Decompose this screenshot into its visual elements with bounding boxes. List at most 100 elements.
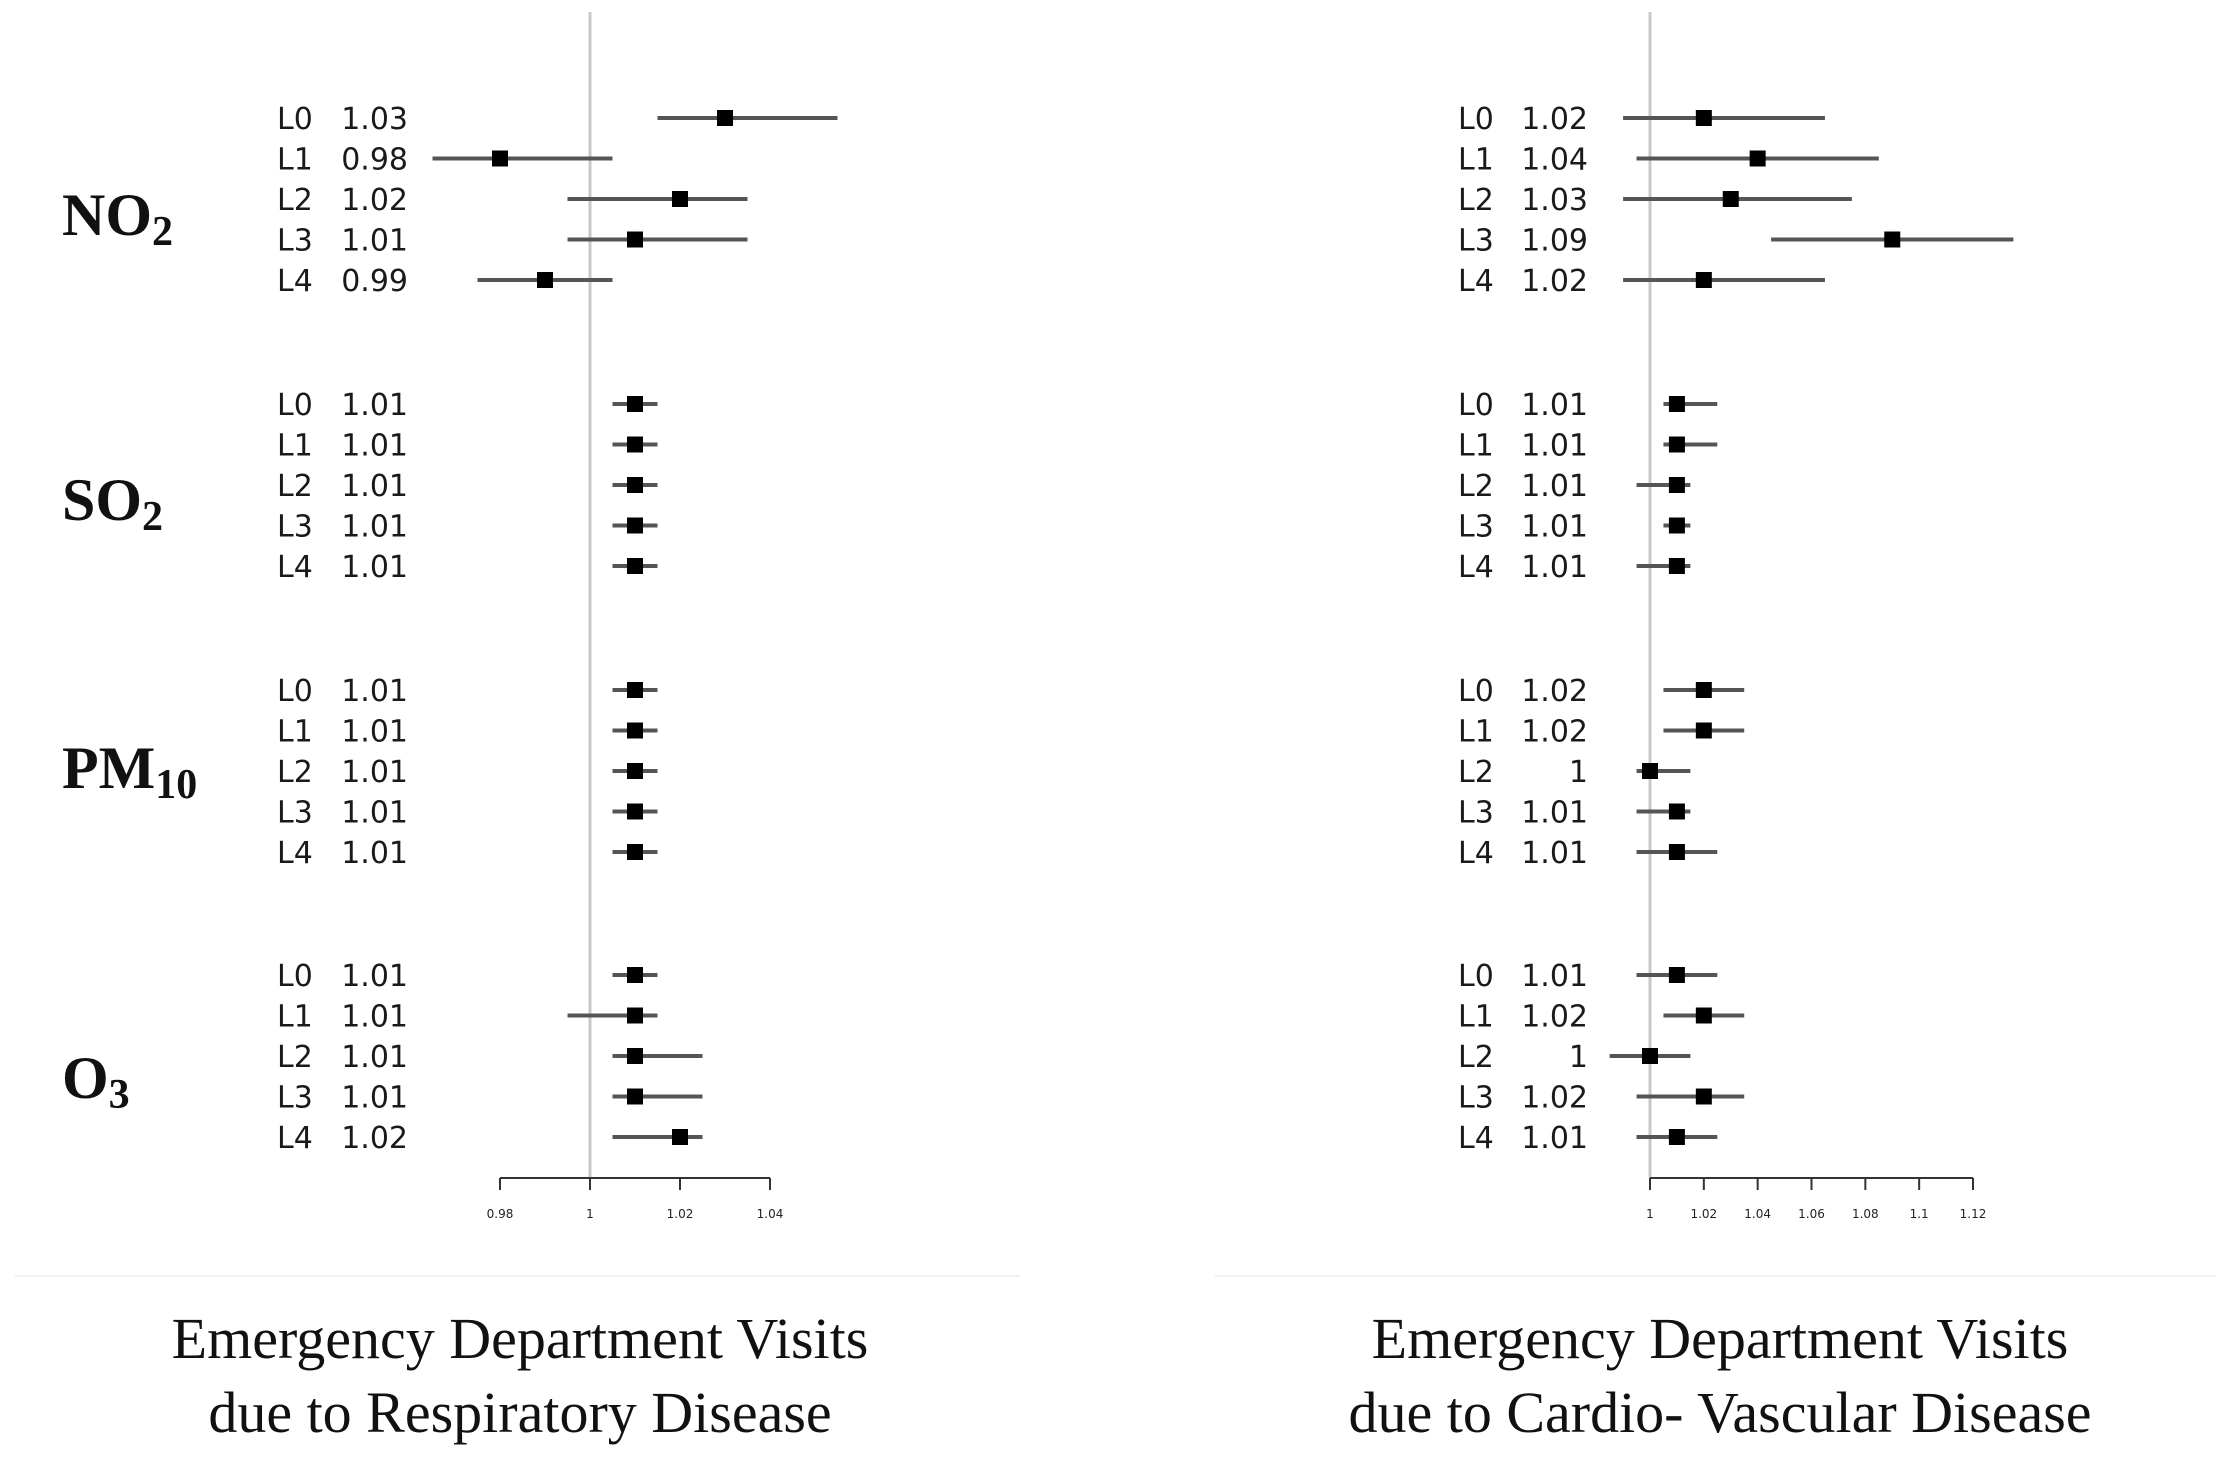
lag-label: L2 <box>1458 1040 1494 1075</box>
cardiovascular-forest-panel: L0 1.02 L1 1.04 L2 1.03 L3 1.09 L4 1.02 L0 1.01 L1 1.… <box>1215 12 2216 1277</box>
pollutant-label: O3 <box>62 1045 130 1118</box>
point-estimate <box>1642 1048 1658 1064</box>
point-estimate <box>627 1088 643 1105</box>
estimate-label: 1.01 <box>341 1081 408 1116</box>
pollutant-label: NO2 <box>62 182 173 255</box>
point-estimate <box>1668 477 1685 493</box>
estimate-label: 1.09 <box>1521 224 1588 259</box>
estimate-label: 1.01 <box>341 429 408 464</box>
point-estimate <box>627 803 643 820</box>
lag-label: L4 <box>1458 264 1494 299</box>
lag-label: L1 <box>1458 429 1494 464</box>
point-estimate <box>627 1007 643 1024</box>
lag-label: L0 <box>277 674 313 709</box>
estimate-label: 1.02 <box>341 183 408 218</box>
lag-label: L0 <box>277 102 313 137</box>
lag-label: L0 <box>277 388 313 423</box>
estimate-label: 1.01 <box>1521 1121 1588 1156</box>
estimate-label: 1.01 <box>1521 469 1588 504</box>
estimate-label: 1.01 <box>1521 836 1588 871</box>
x-tick-label: 1.12 <box>1960 1207 1987 1221</box>
lag-label: L2 <box>1458 469 1494 504</box>
estimate-label: 1.03 <box>341 102 408 137</box>
point-estimate <box>1668 517 1685 534</box>
estimate-label: 1.01 <box>1521 429 1588 464</box>
estimate-label: 1.01 <box>1521 796 1588 831</box>
lag-label: L4 <box>277 1121 313 1156</box>
estimate-label: 1.02 <box>1521 1081 1588 1116</box>
point-estimate <box>627 763 643 779</box>
estimate-label: 1.01 <box>341 755 408 790</box>
point-estimate <box>1695 272 1712 288</box>
point-estimate <box>1695 1007 1712 1024</box>
estimate-label: 1.02 <box>1521 102 1588 137</box>
estimate-label: 1.01 <box>341 796 408 831</box>
estimate-label: 1.01 <box>341 510 408 545</box>
lag-label: L2 <box>277 183 313 218</box>
estimate-label: 1 <box>1569 1040 1588 1075</box>
estimate-label: 1.01 <box>341 388 408 423</box>
estimate-label: 1.01 <box>341 1000 408 1035</box>
point-estimate <box>1668 396 1685 412</box>
point-estimate <box>537 272 553 288</box>
estimate-label: 1.02 <box>1521 715 1588 750</box>
estimate-label: 1.01 <box>1521 510 1588 545</box>
estimate-label: 1.03 <box>1521 183 1588 218</box>
point-estimate <box>627 517 643 534</box>
estimate-label: 1.01 <box>341 224 408 259</box>
lag-label: L1 <box>277 143 313 178</box>
lag-label: L1 <box>1458 715 1494 750</box>
estimate-label: 1.01 <box>341 674 408 709</box>
lag-label: L1 <box>277 715 313 750</box>
estimate-label: 1.01 <box>1521 550 1588 585</box>
estimate-label: 1.01 <box>341 550 408 585</box>
x-tick-label: 1.04 <box>1744 1207 1771 1221</box>
respiratory-caption-line2: due to Respiratory Disease <box>208 1380 831 1445</box>
lag-label: L4 <box>1458 836 1494 871</box>
respiratory-forest-panel: L0 1.03 L1 0.98 L2 1.02 L3 1.01 L4 0.99 L0 1.01 L1 1.… <box>15 12 1020 1277</box>
point-estimate <box>627 722 643 739</box>
x-tick-label: 1.04 <box>757 1207 784 1221</box>
x-tick-label: 1.08 <box>1852 1207 1879 1221</box>
point-estimate <box>1749 150 1766 167</box>
lag-label: L1 <box>1458 1000 1494 1035</box>
lag-label: L4 <box>277 550 313 585</box>
point-estimate <box>1695 722 1712 739</box>
lag-label: L2 <box>1458 755 1494 790</box>
estimate-label: 1.01 <box>341 959 408 994</box>
cardiovascular-caption-line2: due to Cardio- Vascular Disease <box>1348 1380 2091 1445</box>
point-estimate <box>627 231 643 248</box>
point-estimate <box>492 150 508 167</box>
pollutant-labels: NO2 SO2 PM10 O3 <box>62 182 197 1118</box>
lag-label: L4 <box>277 264 313 299</box>
lag-label: L0 <box>1458 388 1494 423</box>
point-estimate <box>627 967 643 983</box>
point-estimate <box>1668 1129 1685 1145</box>
estimate-label: 1.01 <box>341 1040 408 1075</box>
point-estimate <box>627 844 643 860</box>
point-estimate <box>717 110 733 126</box>
lag-label: L2 <box>277 469 313 504</box>
point-estimate <box>627 1048 643 1064</box>
point-estimate <box>627 682 643 698</box>
lag-label: L3 <box>1458 510 1494 545</box>
estimate-label: 1.02 <box>341 1121 408 1156</box>
x-tick-label: 1.1 <box>1910 1207 1929 1221</box>
lag-label: L0 <box>277 959 313 994</box>
x-tick-label: 1.02 <box>667 1207 694 1221</box>
point-estimate <box>1668 558 1685 574</box>
lag-label: L1 <box>277 429 313 464</box>
lag-label: L4 <box>277 836 313 871</box>
estimate-label: 1.01 <box>1521 959 1588 994</box>
lag-label: L3 <box>1458 1081 1494 1116</box>
lag-label: L0 <box>1458 102 1494 137</box>
lag-label: L1 <box>1458 143 1494 178</box>
estimate-label: 0.99 <box>341 264 408 299</box>
estimate-label: 1.02 <box>1521 1000 1588 1035</box>
lag-label: L3 <box>277 796 313 831</box>
x-tick-label: 0.98 <box>487 1207 514 1221</box>
point-estimate <box>1642 763 1658 779</box>
lag-label: L3 <box>277 1081 313 1116</box>
lag-label: L0 <box>1458 959 1494 994</box>
lag-label: L4 <box>1458 550 1494 585</box>
